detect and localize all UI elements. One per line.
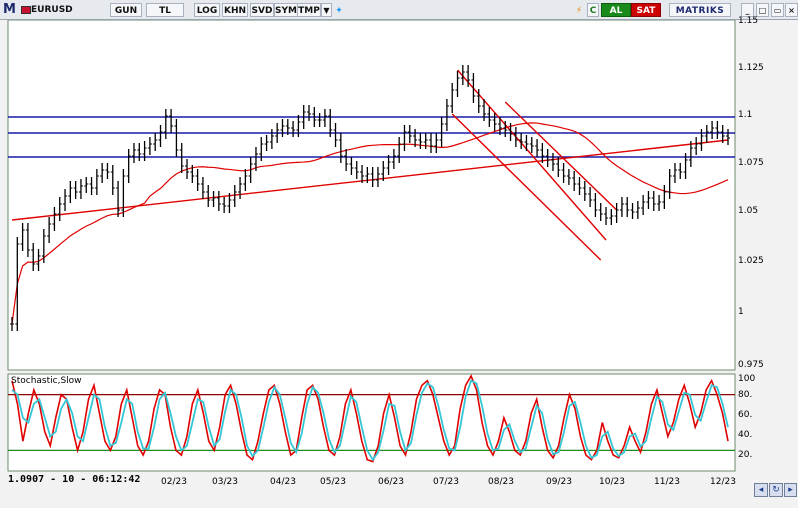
app-logo: M: [3, 2, 16, 17]
x-tick-label: 05/23: [320, 477, 346, 487]
buy-button[interactable]: AL: [601, 3, 631, 17]
price-panel: [7, 19, 736, 371]
khn-button[interactable]: KHN: [222, 3, 248, 17]
scroll-left-icon[interactable]: ◂: [754, 483, 768, 497]
c-button[interactable]: C: [587, 3, 599, 17]
status-readout: 1.0907 - 10 - 06:12:42: [8, 474, 141, 485]
toolbar: M EURUSD GUN TL LOG KHN SVD SYM TMP ▼ ✦ …: [0, 0, 798, 20]
channel-lower-line: [451, 113, 602, 261]
y-tick-label: 0.975: [738, 360, 764, 370]
y-tick-label: 1.15: [738, 16, 759, 26]
stoch-y-tick: 40.: [738, 430, 753, 440]
x-tick-label: 06/23: [378, 477, 404, 487]
lightning-icon[interactable]: ⚡: [575, 6, 583, 16]
stoch-y-tick: 80.: [738, 390, 753, 400]
x-tick-label: 03/23: [212, 477, 238, 487]
refresh-icon[interactable]: ↻: [769, 483, 783, 497]
close-icon[interactable]: ×: [785, 3, 798, 17]
y-tick-label: 1.125: [738, 63, 764, 73]
y-tick-label: 1: [738, 307, 744, 317]
minimize-icon[interactable]: _: [741, 3, 754, 17]
x-tick-label: 09/23: [546, 477, 572, 487]
x-tick-label: 02/23: [161, 477, 187, 487]
stoch-y-tick: 100: [738, 374, 756, 384]
y-tick-label: 1.1: [738, 110, 753, 120]
y-tick-label: 1.025: [738, 256, 764, 266]
x-tick-label: 04/23: [270, 477, 296, 487]
stoch-k-line: [11, 374, 729, 463]
dropdown-icon[interactable]: ▼: [321, 3, 332, 17]
chart-svg: [7, 19, 736, 472]
y-tick-label: 1.075: [738, 158, 764, 168]
channel-mid-line: [504, 101, 618, 211]
sell-button[interactable]: SAT: [631, 3, 661, 17]
scroll-right-icon[interactable]: ▸: [784, 483, 797, 497]
x-tick-label: 12/23: [710, 477, 736, 487]
tmp-button[interactable]: TMP: [297, 3, 321, 17]
y-tick-label: 1.05: [738, 206, 759, 216]
svd-button[interactable]: SVD: [250, 3, 274, 17]
stoch-title: Stochastic,Slow: [11, 376, 82, 386]
moving-average-line: [11, 122, 729, 325]
sym-button[interactable]: SYM: [274, 3, 298, 17]
maximize-icon[interactable]: □: [756, 3, 769, 17]
brand-logo: MATRIKS: [669, 3, 731, 17]
restore-icon[interactable]: ▭: [771, 3, 784, 17]
channel-upper-line: [456, 69, 607, 241]
stoch-y-tick: 20.: [738, 450, 753, 460]
flag-icon: [21, 6, 31, 14]
chart-area: [0, 19, 798, 505]
stoch-y-tick: 60.: [738, 410, 753, 420]
trend-line: [11, 139, 729, 221]
x-tick-label: 11/23: [654, 477, 680, 487]
symbol-label[interactable]: EURUSD: [31, 5, 73, 15]
log-button[interactable]: LOG: [194, 3, 220, 17]
x-tick-label: 08/23: [488, 477, 514, 487]
twitter-icon[interactable]: ✦: [335, 6, 343, 16]
stoch-d-line: [11, 379, 729, 462]
x-tick-label: 10/23: [599, 477, 625, 487]
gun-button[interactable]: GUN: [110, 3, 142, 17]
x-tick-label: 07/23: [433, 477, 459, 487]
tl-button[interactable]: TL: [146, 3, 184, 17]
